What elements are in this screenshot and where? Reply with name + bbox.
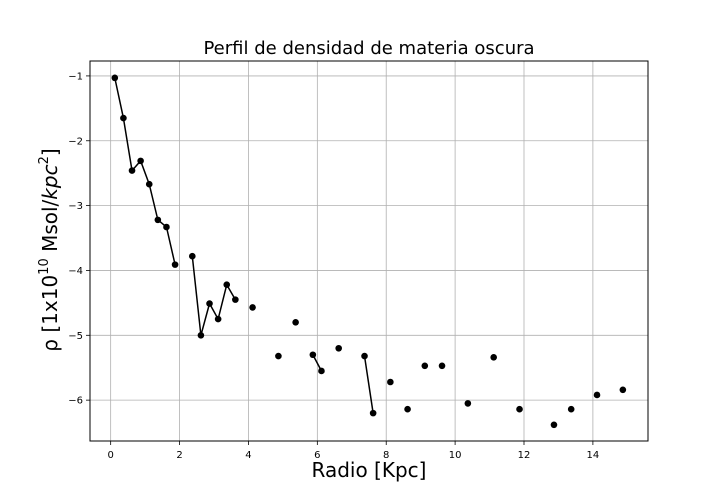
data-point (335, 344, 342, 352)
grid (90, 61, 648, 441)
y-tick-label: −3 (68, 201, 83, 212)
data-point (387, 378, 394, 386)
data-point (189, 252, 196, 260)
y-tick-label: −5 (68, 331, 83, 342)
x-tick-label: 14 (587, 450, 600, 461)
x-tick-label: 12 (518, 450, 531, 461)
x-tick-label: 8 (383, 450, 389, 461)
data-point (206, 300, 213, 307)
data-point (593, 391, 601, 399)
x-tick-label: 10 (449, 450, 462, 461)
y-label-unit-exponent: 2 (37, 156, 52, 164)
data-point (369, 409, 377, 417)
y-tick-label: −4 (68, 266, 83, 277)
data-point (171, 261, 179, 268)
x-axis-ticks: 0 2 4 6 8 10 12 14 (107, 441, 599, 461)
data-point (516, 405, 523, 413)
data-point (197, 332, 205, 339)
data-point (550, 421, 558, 429)
data-point (137, 157, 144, 165)
data-point (145, 180, 153, 188)
series-points (111, 74, 627, 429)
data-point (309, 351, 317, 359)
data-point (619, 386, 627, 394)
y-tick-label: −1 (68, 71, 83, 82)
data-point (438, 362, 446, 370)
data-point (464, 400, 472, 407)
data-point (163, 223, 170, 231)
series-line-segment (191, 256, 237, 336)
data-point (292, 319, 299, 326)
chart-title: Perfil de densidad de materia oscura (203, 38, 534, 59)
series-lines (114, 77, 374, 414)
y-label-prefix: ρ [1x10 (38, 275, 62, 352)
data-point (232, 296, 239, 303)
series-line-segment (363, 355, 374, 414)
x-axis-label: Radio [Kpc] (312, 458, 427, 482)
series-line-segment (114, 77, 176, 265)
data-point (421, 362, 429, 370)
x-tick-label: 2 (176, 450, 182, 461)
plot-frame (89, 60, 649, 442)
y-label-close: ] (38, 148, 62, 156)
y-label-unit: kpc (38, 164, 62, 199)
data-point (214, 315, 222, 323)
data-point (361, 352, 368, 360)
data-point (223, 281, 231, 289)
data-point (249, 304, 256, 311)
data-point (275, 352, 282, 360)
x-tick-label: 6 (314, 450, 320, 461)
y-label-exponent: 10 (37, 258, 52, 275)
data-point (154, 216, 162, 224)
data-point (490, 354, 497, 361)
y-axis-label: ρ [1x1010 Msol/kpc2] (37, 148, 62, 351)
x-tick-label: 0 (107, 450, 113, 461)
y-label-middle: Msol/ (38, 199, 62, 258)
x-tick-label: 4 (245, 450, 251, 461)
y-axis-ticks: −1 −2 −3 −4 −5 −6 (68, 71, 90, 407)
data-point (404, 405, 411, 413)
data-point (567, 405, 575, 413)
data-point (111, 74, 119, 82)
data-point (318, 367, 325, 375)
data-point (120, 114, 127, 122)
y-tick-label: −2 (68, 136, 83, 147)
y-tick-label: −6 (68, 396, 83, 407)
data-point (128, 167, 136, 174)
